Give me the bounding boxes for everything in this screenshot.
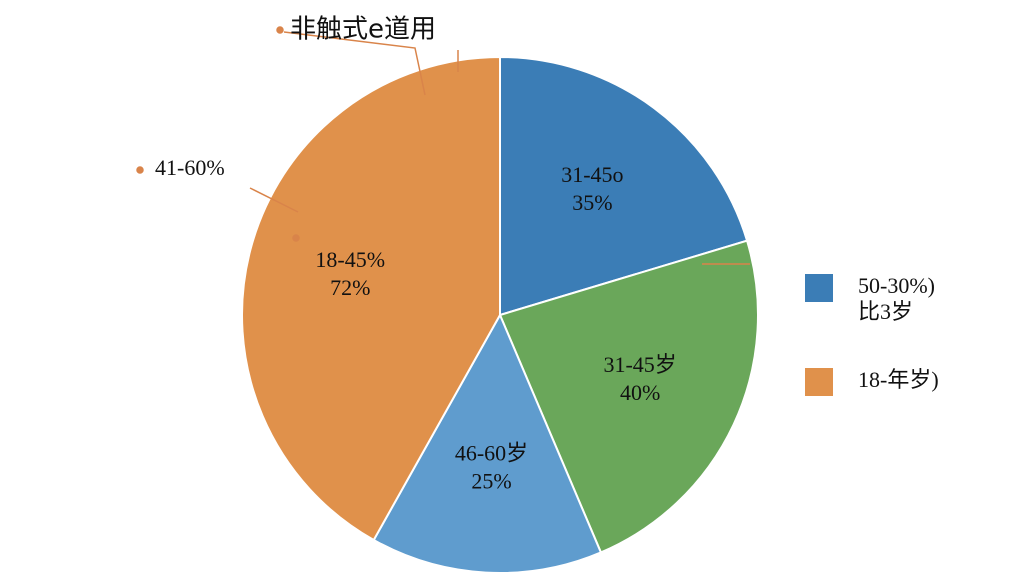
pie-slice [499, 55, 749, 317]
callouts [136, 26, 750, 265]
slice-value-label: 40% [620, 380, 660, 405]
slice-category: 31-45岁 [603, 352, 676, 377]
pie-slice [498, 239, 759, 554]
callout-line [283, 31, 426, 96]
slice-value-label: 72% [330, 275, 370, 300]
slice-category: 31-45o [561, 162, 623, 187]
legend-swatch [805, 368, 833, 396]
chart-title: 非触式e道用 [290, 15, 436, 45]
callout-line [249, 187, 299, 213]
slice-value-label: 25% [471, 469, 511, 494]
legend-swatch [805, 274, 833, 302]
slice-category: 46-60岁 [455, 441, 528, 466]
annotation: 41-60% [155, 155, 225, 180]
pie-slice [372, 312, 603, 574]
callout-dot [136, 166, 144, 174]
slice-value-label: 35% [572, 190, 612, 215]
slice-category: 18-45% [315, 247, 385, 272]
callout-dot [276, 26, 284, 34]
pie-slice [241, 55, 501, 542]
legend-label: 18-年岁) [858, 367, 939, 392]
legend-label: 比3岁 [858, 299, 913, 324]
callout-dot [292, 234, 300, 242]
pie [241, 55, 759, 574]
legend-label: 50-30%) [858, 273, 935, 298]
